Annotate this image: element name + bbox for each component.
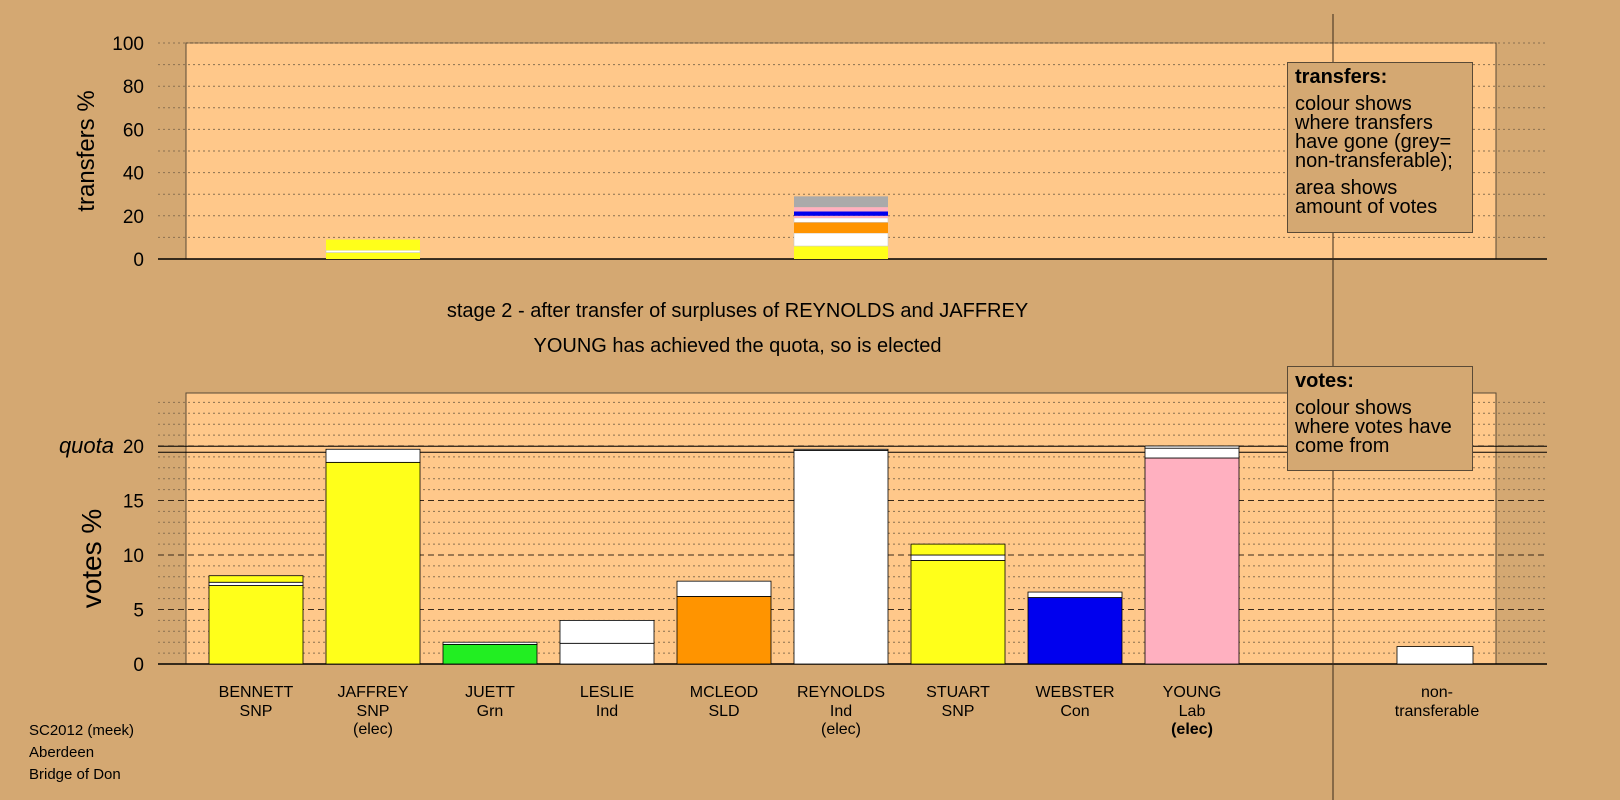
vote-bar-segment xyxy=(1027,597,1123,665)
transfer-bar-segment xyxy=(793,232,889,247)
vote-bar-segment xyxy=(208,575,304,583)
footer-ward: Bridge of Don xyxy=(29,766,121,783)
transfers-tick-label: 80 xyxy=(123,77,144,98)
transfer-bar-segment xyxy=(793,217,889,223)
transfer-bar-segment xyxy=(326,252,420,259)
vote-bar-segment xyxy=(1144,445,1240,449)
candidate-name: WEBSTER xyxy=(1035,684,1114,701)
vote-bar-segment xyxy=(910,554,1006,561)
candidate-name: MCLEOD xyxy=(690,684,758,701)
transfer-bar-segment xyxy=(325,250,421,253)
vote-bar-segment xyxy=(208,581,304,586)
vote-bar-segment xyxy=(910,543,1006,556)
transfers-tick-label: 100 xyxy=(112,34,144,55)
vote-bar-segment xyxy=(1027,591,1123,598)
transfers-tick-label: 60 xyxy=(123,120,144,141)
votes-legend-heading: votes: xyxy=(1295,370,1354,392)
transfer-bar-segment xyxy=(326,239,420,251)
vote-bar-segment xyxy=(793,448,889,451)
vote-bar-segment xyxy=(559,620,655,644)
transfer-bar-segment xyxy=(794,196,888,208)
candidate-party: Grn xyxy=(477,703,504,720)
candidate-name: STUART xyxy=(926,684,990,701)
nontransferable-label: transferable xyxy=(1395,703,1480,720)
footer-election: SC2012 (meek) xyxy=(29,722,135,739)
vote-bar-segment xyxy=(325,448,421,463)
votes-tick-label: 15 xyxy=(123,492,144,513)
votes-tick-label: 5 xyxy=(133,601,144,622)
transfer-bar-segment xyxy=(794,222,888,234)
votes-legend: votes: colour shows where votes have com… xyxy=(1287,366,1473,471)
candidate-party: SNP xyxy=(357,703,390,720)
candidate-name: JUETT xyxy=(465,684,515,701)
candidate-party: Ind xyxy=(830,703,852,720)
candidate-name: LESLIE xyxy=(580,684,634,701)
transfers-legend-heading: transfers: xyxy=(1295,66,1388,88)
vote-bar-segment xyxy=(676,596,772,665)
candidate-party: Con xyxy=(1060,703,1089,720)
candidate-name: YOUNG xyxy=(1163,684,1222,701)
transfer-bar-segment xyxy=(794,211,888,216)
candidate-party: SNP xyxy=(240,703,273,720)
candidate-name: BENNETT xyxy=(219,684,294,701)
vote-bar-segment xyxy=(1144,447,1240,459)
vote-bar-segment xyxy=(910,560,1006,665)
vote-bar-segment xyxy=(1144,457,1240,665)
candidate-status: (elec) xyxy=(1171,721,1213,738)
vote-bar-segment xyxy=(676,580,772,597)
stage-status: YOUNG has achieved the quota, so is elec… xyxy=(533,335,942,357)
candidate-party: Ind xyxy=(596,703,618,720)
candidate-name: REYNOLDS xyxy=(797,684,885,701)
candidate-party: SLD xyxy=(708,703,739,720)
nontransferable-bar xyxy=(1396,646,1474,665)
transfers-legend: transfers: colour shows where transfers … xyxy=(1287,62,1473,233)
vote-bar-segment xyxy=(793,449,889,665)
votes-y-axis-label: votes % xyxy=(76,509,107,609)
transfers-tick-label: 0 xyxy=(133,250,144,271)
transfers-legend-text2: area shows amount of votes xyxy=(1295,177,1438,218)
candidate-status: (elec) xyxy=(821,721,861,738)
candidate-party: Lab xyxy=(1179,703,1206,720)
quota-label: quota xyxy=(59,433,114,458)
transfer-bar-segment xyxy=(794,215,888,218)
nontransferable-label: non- xyxy=(1421,684,1453,701)
vote-bar-segment xyxy=(208,585,304,665)
candidate-party: SNP xyxy=(942,703,975,720)
transfers-legend-text1: colour shows where transfers have gone (… xyxy=(1295,93,1453,172)
stage-title: stage 2 - after transfer of surpluses of… xyxy=(446,300,1029,322)
votes-tick-label: 20 xyxy=(123,437,144,458)
votes-tick-label: 0 xyxy=(133,655,144,676)
transfers-tick-label: 20 xyxy=(123,207,144,228)
footer-council: Aberdeen xyxy=(29,744,95,761)
transfer-bar-segment xyxy=(794,207,888,212)
candidate-name: JAFFREY xyxy=(337,684,408,701)
votes-tick-label: 10 xyxy=(123,546,144,567)
vote-bar-segment xyxy=(442,643,538,665)
transfers-tick-label: 40 xyxy=(123,164,144,185)
votes-legend-text: colour shows where votes have come from xyxy=(1295,397,1452,457)
candidate-status: (elec) xyxy=(353,721,393,738)
footer-info: SC2012 (meek) Aberdeen Bridge of Don xyxy=(29,720,134,786)
transfers-y-axis-label: transfers % xyxy=(73,90,100,211)
vote-bar-segment xyxy=(442,641,538,645)
vote-bar-segment xyxy=(559,642,655,665)
vote-bar-segment xyxy=(325,461,421,665)
transfer-bar-segment xyxy=(794,246,888,259)
